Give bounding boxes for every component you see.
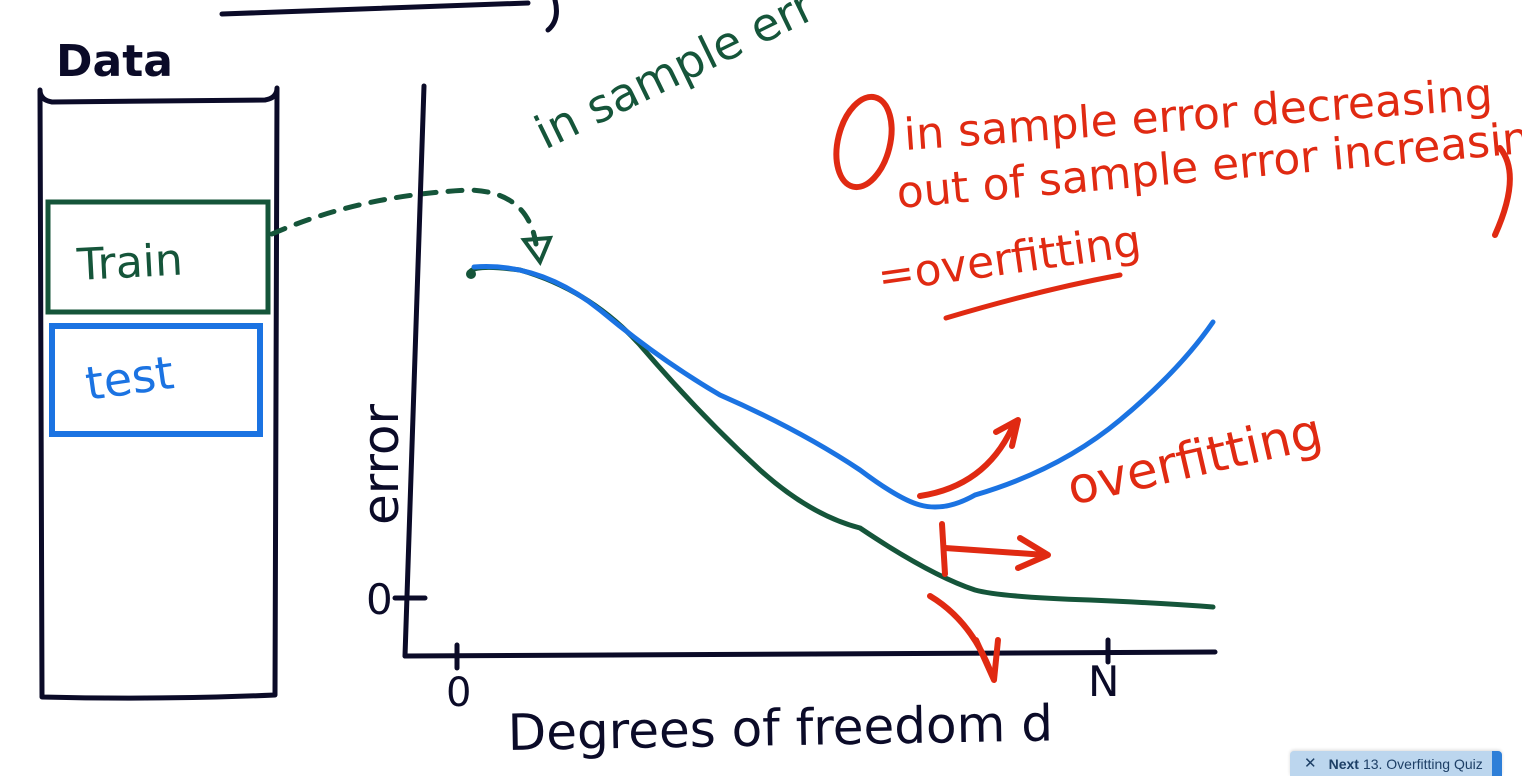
- x-n-label: N: [1088, 657, 1119, 706]
- red-arrow-right: [942, 545, 1049, 558]
- in-sample-note: in sample err: [526, 0, 823, 160]
- y-axis-label: error: [352, 404, 410, 525]
- x-zero-label: 0: [446, 670, 471, 716]
- red-note-line3: =overfitting: [874, 215, 1144, 302]
- x-axis: [402, 649, 1218, 659]
- close-icon[interactable]: ✕: [1304, 755, 1317, 772]
- red-arrow-up-head: [993, 417, 1021, 449]
- red-underline: [943, 272, 1123, 321]
- x-axis-label: Degrees of freedom d: [507, 694, 1053, 762]
- red-arrow-down-head: [973, 637, 1001, 683]
- red-circle-marker: [833, 93, 895, 191]
- test-label: test: [82, 345, 177, 411]
- red-hook: [1492, 145, 1513, 238]
- top-stroke-hook: [545, 0, 559, 33]
- dashed-arrow: [269, 187, 539, 247]
- toast-next-label: Next: [1328, 755, 1359, 772]
- test-box: [49, 323, 263, 437]
- test-error-curve: [471, 264, 1216, 510]
- red-arrow-down: [927, 593, 993, 673]
- train-box: [45, 199, 271, 315]
- data-box: [37, 85, 280, 701]
- top-stroke: [219, 0, 531, 17]
- red-arrow-up: [917, 425, 1015, 499]
- train-curve-start-dot: [466, 269, 476, 279]
- toast-title[interactable]: 13. Overfitting Quiz: [1362, 755, 1483, 772]
- y-axis: [402, 83, 427, 659]
- dashed-arrow-head: [520, 235, 554, 267]
- data-title: Data: [56, 36, 173, 87]
- next-lesson-toast[interactable]: ✕ Next 13. Overfitting Quiz: [1290, 751, 1502, 776]
- red-arrow-right-head: [1015, 535, 1051, 571]
- train-label: Train: [75, 235, 184, 292]
- overfitting-label: overfitting: [1062, 402, 1328, 517]
- toast-accent-bar: [1492, 751, 1502, 776]
- y-zero-label: 0: [366, 575, 393, 624]
